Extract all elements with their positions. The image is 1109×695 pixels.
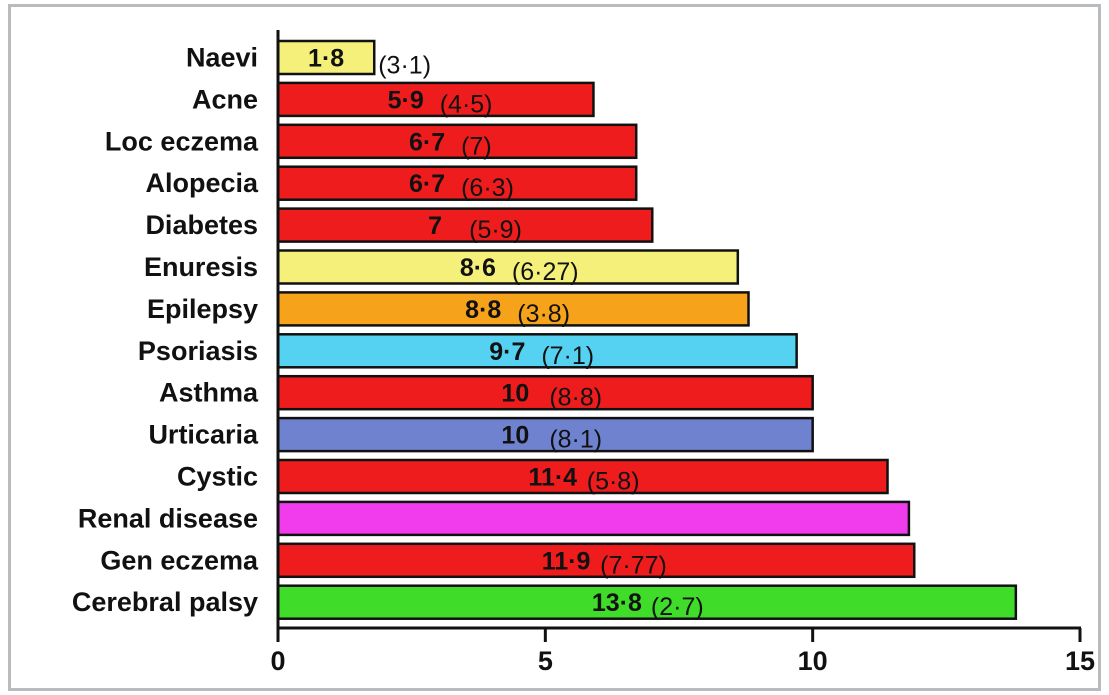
sd-label-diabetes: (5·9) [469,216,522,244]
bar-enuresis [276,249,740,285]
sd-label-cerebral-palsy: (2·7) [651,593,704,621]
value-label-alopecia: 6·7 [409,170,445,198]
category-label-loc-eczema: Loc eczema [105,126,259,156]
bar-naevi [276,39,376,76]
category-label-urticaria: Urticaria [148,420,259,450]
x-tick-label-5: 5 [538,646,553,676]
sd-label-alopecia: (6·3) [461,174,514,202]
sd-label-enuresis: (6·27) [512,258,579,286]
category-label-diabetes: Diabetes [145,210,258,240]
sd-label-urticaria: (8·1) [549,426,602,454]
labels-layer: Naevi 1·8 (3·1) Acne 5·9 (4·5) Loc eczema 6·7 (7… [72,43,704,622]
bar-gen-eczema [276,542,916,579]
category-label-alopecia: Alopecia [145,168,259,198]
bar-acne [276,81,595,118]
category-label-cystic: Cystic [177,462,258,492]
value-label-cystic: 11·4 [528,464,577,492]
bar-cystic [276,458,889,495]
sd-label-gen-eczema: (7·77) [600,551,667,579]
category-label-psoriasis: Psoriasis [138,336,258,366]
x-tick-label-15: 15 [1065,646,1095,676]
sd-label-loc-eczema: (7) [461,132,492,160]
category-label-asthma: Asthma [159,378,259,408]
sd-label-asthma: (8·8) [549,384,602,412]
bar-asthma [276,374,814,411]
bar-cerebral-palsy [276,584,1018,620]
bar-epilepsy [276,291,750,327]
value-label-gen-eczema: 11·9 [542,547,591,575]
sd-label-psoriasis: (7·1) [541,342,594,370]
value-label-enuresis: 8·6 [460,254,496,282]
bar-diabetes [276,207,654,243]
sd-label-cystic: (5·8) [587,468,640,496]
bar-urticaria [276,416,814,453]
bar-renal-disease [276,500,911,537]
sd-label-epilepsy: (3·8) [517,300,570,328]
value-label-naevi: 1·8 [308,45,344,73]
value-label-epilepsy: 8·8 [465,296,501,324]
value-label-psoriasis: 9·7 [489,338,525,366]
category-label-enuresis: Enuresis [144,252,258,282]
bar-alopecia [276,165,638,201]
x-tick-label-10: 10 [798,646,828,676]
bar-psoriasis [276,333,798,369]
category-label-gen-eczema: Gen eczema [100,545,259,575]
x-axis: 0 5 10 15 [270,30,1095,676]
bar-loc-eczema [276,123,638,160]
value-label-acne: 5·9 [388,86,424,114]
sd-label-naevi: (3·1) [378,52,431,80]
value-label-diabetes: 7 [428,212,442,240]
category-label-renal-disease: Renal disease [78,503,258,533]
category-label-cerebral-palsy: Cerebral palsy [72,587,258,617]
value-label-cerebral-palsy: 13·8 [592,589,642,617]
value-label-loc-eczema: 6·7 [409,128,445,156]
value-label-urticaria: 10 [501,422,529,450]
category-label-naevi: Naevi [186,43,258,73]
category-label-epilepsy: Epilepsy [147,294,258,324]
x-tick-label-0: 0 [270,646,285,676]
value-label-asthma: 10 [501,380,529,408]
category-label-acne: Acne [192,84,258,114]
bars-layer [276,39,1018,620]
sd-label-acne: (4·5) [440,90,493,118]
